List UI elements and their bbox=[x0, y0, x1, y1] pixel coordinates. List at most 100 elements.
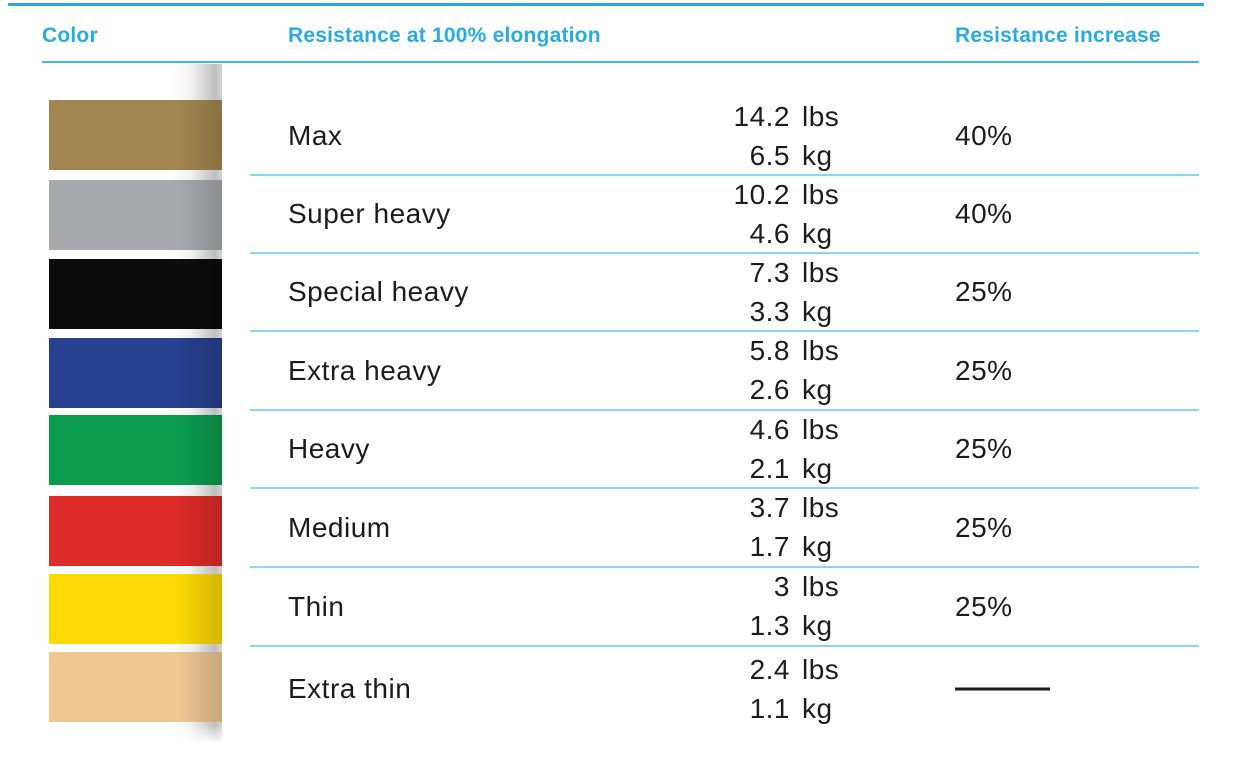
row-content: Max 14.2 lbs 6.5 kg 40% bbox=[250, 98, 1199, 174]
kg-unit: kg bbox=[802, 139, 833, 171]
resistance-values: 3 lbs 1.3 kg bbox=[500, 568, 880, 646]
resistance-increase-value: 25% bbox=[955, 590, 1013, 622]
resistance-values: 2.4 lbs 1.1 kg bbox=[500, 650, 880, 728]
band-label: Medium bbox=[288, 511, 391, 543]
table-row: Super heavy 10.2 lbs 4.6 kg 40% bbox=[250, 176, 1199, 254]
lbs-value: 2.4 bbox=[749, 653, 790, 685]
kg-line: 1.7 kg bbox=[500, 528, 880, 567]
lbs-line: 14.2 lbs bbox=[500, 97, 880, 136]
lbs-unit: lbs bbox=[802, 413, 840, 445]
row-content: Special heavy 7.3 lbs 3.3 kg 25% bbox=[250, 254, 1199, 330]
row-content: Super heavy 10.2 lbs 4.6 kg 40% bbox=[250, 176, 1199, 252]
resistance-values: 3.7 lbs 1.7 kg bbox=[500, 489, 880, 567]
header-resistance: Resistance at 100% elongation bbox=[288, 24, 601, 47]
color-swatch-red bbox=[49, 496, 222, 566]
row-content: Extra heavy 5.8 lbs 2.6 kg 25% bbox=[250, 332, 1199, 409]
band-label: Heavy bbox=[288, 433, 370, 464]
color-swatch-blue bbox=[49, 338, 222, 408]
table-body: Max 14.2 lbs 6.5 kg 40% Super heavy 10.2… bbox=[250, 64, 1199, 731]
lbs-value: 10.2 bbox=[733, 178, 790, 210]
row-content: Thin 3 lbs 1.3 kg 25% bbox=[250, 568, 1199, 645]
kg-line: 2.1 kg bbox=[500, 449, 880, 488]
kg-line: 6.5 kg bbox=[500, 136, 880, 175]
kg-value: 2.6 bbox=[749, 374, 790, 405]
header-increase: Resistance increase bbox=[955, 24, 1161, 47]
kg-value: 1.1 bbox=[749, 692, 790, 724]
resistance-increase-value: 25% bbox=[955, 511, 1013, 543]
lbs-unit: lbs bbox=[802, 335, 840, 366]
band-label: Extra thin bbox=[288, 673, 412, 704]
table-row: Medium 3.7 lbs 1.7 kg 25% bbox=[250, 489, 1199, 568]
resistance-increase-value: 40% bbox=[955, 120, 1013, 151]
lbs-value: 14.2 bbox=[733, 100, 790, 132]
kg-unit: kg bbox=[802, 374, 833, 405]
kg-unit: kg bbox=[802, 217, 833, 249]
kg-unit: kg bbox=[802, 295, 833, 327]
lbs-line: 3 lbs bbox=[500, 568, 880, 607]
table-row: Heavy 4.6 lbs 2.1 kg 25% bbox=[250, 411, 1199, 489]
resistance-increase-value: 25% bbox=[955, 276, 1013, 307]
kg-line: 1.3 kg bbox=[500, 607, 880, 646]
table-row: Max 14.2 lbs 6.5 kg 40% bbox=[250, 64, 1199, 176]
table-row: Thin 3 lbs 1.3 kg 25% bbox=[250, 568, 1199, 647]
resistance-increase-value: 40% bbox=[955, 198, 1013, 229]
color-swatch-yellow bbox=[49, 574, 222, 644]
resistance-values: 4.6 lbs 2.1 kg bbox=[500, 410, 880, 488]
kg-line: 2.6 kg bbox=[500, 371, 880, 410]
lbs-unit: lbs bbox=[802, 256, 840, 288]
lbs-unit: lbs bbox=[802, 492, 840, 523]
lbs-line: 4.6 lbs bbox=[500, 410, 880, 449]
header-divider-line bbox=[42, 61, 1199, 63]
kg-value: 1.3 bbox=[749, 610, 790, 641]
resistance-values: 14.2 lbs 6.5 kg bbox=[500, 97, 880, 175]
band-label: Extra heavy bbox=[288, 354, 442, 386]
lbs-line: 10.2 lbs bbox=[500, 175, 880, 214]
lbs-unit: lbs bbox=[802, 100, 840, 132]
kg-value: 6.5 bbox=[749, 139, 790, 171]
kg-line: 3.3 kg bbox=[500, 292, 880, 331]
lbs-value: 5.8 bbox=[749, 335, 790, 366]
lbs-value: 4.6 bbox=[749, 413, 790, 445]
lbs-unit: lbs bbox=[802, 571, 840, 602]
kg-line: 4.6 kg bbox=[500, 214, 880, 253]
resistance-values: 5.8 lbs 2.6 kg bbox=[500, 332, 880, 410]
lbs-line: 7.3 lbs bbox=[500, 253, 880, 292]
row-content: Medium 3.7 lbs 1.7 kg 25% bbox=[250, 489, 1199, 566]
kg-unit: kg bbox=[802, 531, 833, 562]
kg-value: 4.6 bbox=[749, 217, 790, 249]
kg-value: 3.3 bbox=[749, 295, 790, 327]
table-row: Special heavy 7.3 lbs 3.3 kg 25% bbox=[250, 254, 1199, 332]
kg-line: 1.1 kg bbox=[500, 689, 880, 728]
lbs-value: 3 bbox=[773, 571, 790, 602]
lbs-line: 2.4 lbs bbox=[500, 650, 880, 689]
band-label: Super heavy bbox=[288, 198, 451, 229]
color-strip bbox=[49, 64, 222, 745]
row-content: Heavy 4.6 lbs 2.1 kg 25% bbox=[250, 411, 1199, 487]
color-swatch-silver bbox=[49, 180, 222, 250]
color-swatch-green bbox=[49, 415, 222, 485]
resistance-increase-dash bbox=[955, 687, 1050, 691]
lbs-unit: lbs bbox=[802, 178, 840, 210]
resistance-values: 10.2 lbs 4.6 kg bbox=[500, 175, 880, 253]
lbs-unit: lbs bbox=[802, 653, 840, 685]
band-label: Special heavy bbox=[288, 276, 469, 307]
kg-value: 1.7 bbox=[749, 531, 790, 562]
kg-unit: kg bbox=[802, 610, 833, 641]
color-swatch-tan bbox=[49, 652, 222, 722]
lbs-value: 7.3 bbox=[749, 256, 790, 288]
row-content: Extra thin 2.4 lbs 1.1 kg bbox=[250, 647, 1199, 731]
header-color: Color bbox=[42, 24, 98, 47]
band-label: Max bbox=[288, 120, 343, 151]
kg-unit: kg bbox=[802, 452, 833, 484]
color-swatch-gold bbox=[49, 100, 222, 170]
resistance-values: 7.3 lbs 3.3 kg bbox=[500, 253, 880, 331]
table-row: Extra thin 2.4 lbs 1.1 kg bbox=[250, 647, 1199, 731]
top-divider-line bbox=[8, 3, 1204, 6]
resistance-increase-value: 25% bbox=[955, 433, 1013, 464]
kg-value: 2.1 bbox=[749, 452, 790, 484]
lbs-value: 3.7 bbox=[749, 492, 790, 523]
kg-unit: kg bbox=[802, 692, 833, 724]
lbs-line: 3.7 lbs bbox=[500, 489, 880, 528]
color-swatch-black bbox=[49, 259, 222, 329]
